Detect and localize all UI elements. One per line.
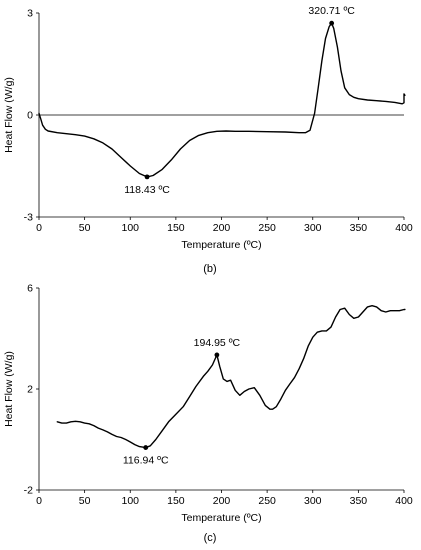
y-axis-title: Heat Flow (W/g): [3, 351, 15, 427]
x-tick-label: 200: [213, 495, 231, 507]
peak-point: [143, 445, 149, 450]
x-tick-label: 150: [167, 495, 185, 507]
heat-flow-series-line: [38, 22, 406, 178]
chart-panel: [36, 287, 406, 493]
y-tick-label: -3: [24, 212, 33, 224]
x-tick-label: 250: [258, 222, 276, 234]
y-tick-label: 0: [27, 110, 33, 122]
x-tick-label: 50: [79, 222, 91, 234]
x-tick-label: 300: [304, 222, 322, 234]
heat-flow-series-line: [56, 305, 406, 449]
x-tick-label: 400: [395, 222, 413, 234]
x-tick-label: 400: [395, 495, 413, 507]
x-tick-label: 200: [213, 222, 231, 234]
y-tick-label: 6: [27, 283, 33, 295]
x-tick-label: 100: [121, 222, 139, 234]
y-tick-label: -2: [24, 485, 33, 497]
x-axis-title: Temperature (ºC): [181, 239, 261, 251]
y-tick-label: 2: [27, 384, 33, 396]
panel-label: (c): [204, 532, 217, 544]
x-tick-label: 150: [167, 222, 185, 234]
peak-point: [214, 352, 220, 358]
peak-annotation-label: 116.94 ºC: [123, 455, 169, 467]
x-tick-label: 50: [79, 495, 91, 507]
panel-label: (b): [203, 263, 216, 275]
y-tick-label: 3: [27, 8, 33, 20]
chart-panel: [36, 12, 406, 220]
x-tick-label: 350: [350, 222, 368, 234]
x-tick-label: 300: [304, 495, 322, 507]
x-tick-label: 0: [36, 495, 42, 507]
peak-point: [144, 174, 150, 180]
peak-annotation-label: 118.43 ºC: [124, 184, 170, 196]
x-axis-title: Temperature (ºC): [181, 512, 261, 524]
x-tick-label: 0: [36, 222, 42, 234]
peak-point: [329, 20, 335, 26]
peak-annotation-label: 194.95 ºC: [194, 337, 241, 349]
y-axis-title: Heat Flow (W/g): [3, 77, 15, 153]
peak-annotation-label: 320.71 ºC: [308, 5, 355, 17]
x-tick-label: 100: [121, 495, 139, 507]
x-tick-label: 250: [258, 495, 276, 507]
x-tick-label: 350: [350, 495, 368, 507]
